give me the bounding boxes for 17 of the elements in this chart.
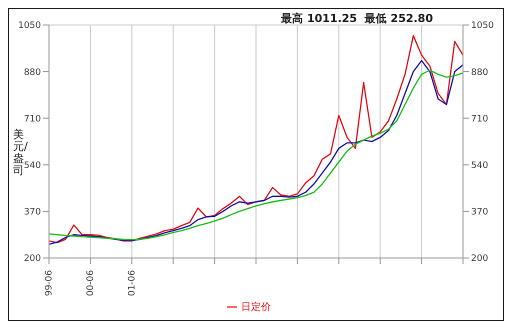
- y-tick-label: 370: [24, 208, 42, 218]
- y2-tick-label: 880: [471, 68, 488, 78]
- y-tick-label: 710: [24, 114, 42, 124]
- y2-tick-label: 370: [471, 208, 488, 218]
- legend-label: 日定价: [241, 302, 271, 313]
- y-tick-label: 1050: [18, 21, 42, 32]
- y2-tick-label: 1050: [471, 21, 494, 32]
- y-tick-label: 540: [24, 160, 42, 171]
- x-tick-label: 00-06: [86, 270, 96, 296]
- y2-tick-label: 200: [471, 254, 488, 264]
- y2-tick-label: 540: [471, 160, 488, 171]
- chart-subtitle: 最高 1011.25 最低 252.80: [281, 11, 433, 26]
- y-tick-label: 200: [24, 254, 42, 264]
- y2-tick-label: 710: [471, 114, 488, 124]
- x-tick-label: 99-06: [44, 270, 54, 296]
- y-tick-label: 880: [24, 68, 42, 78]
- x-tick-label: 01-06: [127, 270, 138, 296]
